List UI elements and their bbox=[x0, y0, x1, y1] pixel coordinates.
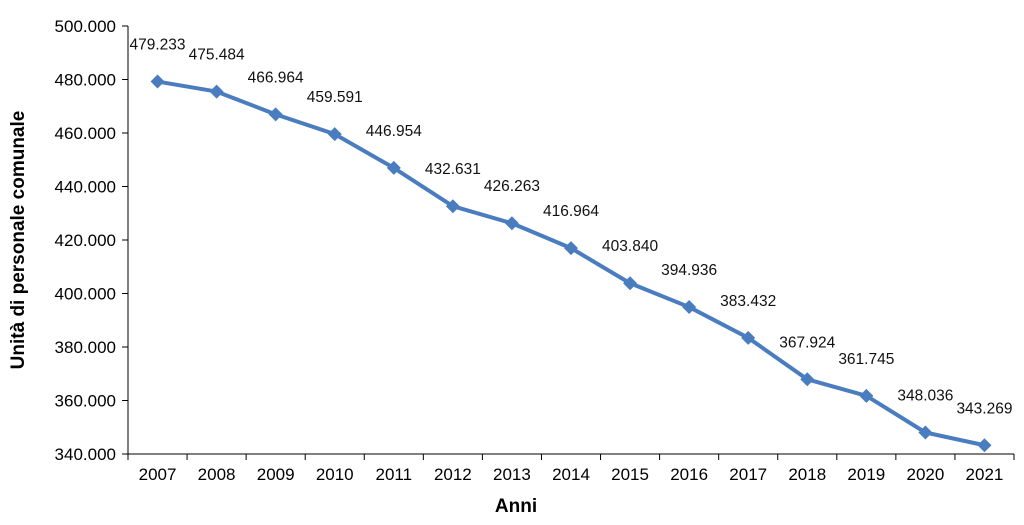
data-point-marker bbox=[564, 241, 578, 256]
x-tick-label: 2012 bbox=[434, 465, 472, 484]
data-point-marker bbox=[682, 300, 697, 315]
x-tick-label: 2017 bbox=[729, 465, 767, 484]
data-point-marker bbox=[623, 276, 638, 291]
x-tick-label: 2014 bbox=[552, 465, 590, 484]
series-group bbox=[150, 74, 992, 453]
x-tick-label: 2011 bbox=[376, 465, 413, 484]
y-tick-label: 500.000 bbox=[55, 17, 116, 36]
data-label: 348.036 bbox=[897, 388, 953, 405]
series-line bbox=[157, 79, 985, 448]
x-tick-label: 2019 bbox=[847, 465, 885, 484]
data-point-marker bbox=[150, 74, 165, 89]
data-label: 416.964 bbox=[543, 203, 599, 220]
y-tick-label: 420.000 bbox=[55, 231, 116, 250]
y-tick-label: 340.000 bbox=[55, 445, 116, 464]
y-tick-labels: 340.000 360.000 380.000 400.000 420.000 440.0… bbox=[55, 17, 116, 464]
x-tick-label: 2021 bbox=[966, 465, 1004, 484]
x-tick-label: 2008 bbox=[198, 465, 236, 484]
data-point-marker bbox=[327, 127, 342, 142]
y-axis-title: Unità di personale comunale bbox=[8, 111, 29, 370]
x-tick-label: 2016 bbox=[670, 465, 708, 484]
data-label: 466.964 bbox=[248, 69, 304, 86]
data-point-marker bbox=[977, 438, 992, 453]
data-label: 403.840 bbox=[602, 238, 658, 255]
data-point-marker bbox=[859, 388, 874, 403]
x-tick-label: 2013 bbox=[493, 465, 531, 484]
x-tick-label: 2015 bbox=[611, 465, 649, 484]
data-point-marker bbox=[209, 84, 224, 99]
x-tick-label: 2009 bbox=[257, 465, 295, 484]
x-tick-label: 2018 bbox=[788, 465, 826, 484]
x-axis-title: Anni bbox=[495, 496, 537, 517]
data-point-marker bbox=[504, 216, 519, 231]
data-label: 383.432 bbox=[720, 293, 776, 310]
data-label: 446.954 bbox=[366, 123, 422, 140]
y-tick-label: 480.000 bbox=[55, 71, 116, 90]
data-label: 479.233 bbox=[130, 37, 186, 54]
y-tick-label: 380.000 bbox=[55, 338, 116, 357]
data-point-marker bbox=[445, 199, 460, 214]
data-point-marker bbox=[800, 372, 815, 387]
data-label: 459.591 bbox=[307, 89, 363, 106]
data-label: 361.745 bbox=[838, 351, 894, 368]
data-point-marker bbox=[386, 160, 401, 175]
data-point-marker bbox=[741, 330, 756, 345]
data-label: 367.924 bbox=[779, 334, 835, 351]
y-tick-label: 360.000 bbox=[55, 392, 116, 411]
data-point-marker bbox=[918, 425, 933, 440]
x-tick-label: 2010 bbox=[316, 465, 354, 484]
data-label: 432.631 bbox=[425, 161, 481, 178]
x-tick-label: 2007 bbox=[139, 465, 177, 484]
data-label: 394.936 bbox=[661, 262, 717, 279]
x-tick-label: 2020 bbox=[906, 465, 944, 484]
axes bbox=[122, 25, 1015, 460]
x-tick-labels: 2007 2008 2009 2010 2011 2012 2013 2014 2015 2016… bbox=[139, 465, 1004, 484]
y-tick-label: 440.000 bbox=[55, 178, 116, 197]
data-label: 343.269 bbox=[956, 400, 1012, 417]
data-label: 426.263 bbox=[484, 178, 540, 195]
data-point-marker bbox=[268, 107, 283, 122]
y-tick-label: 460.000 bbox=[55, 124, 116, 143]
data-label: 475.484 bbox=[189, 47, 245, 64]
y-tick-label: 400.000 bbox=[55, 285, 116, 304]
